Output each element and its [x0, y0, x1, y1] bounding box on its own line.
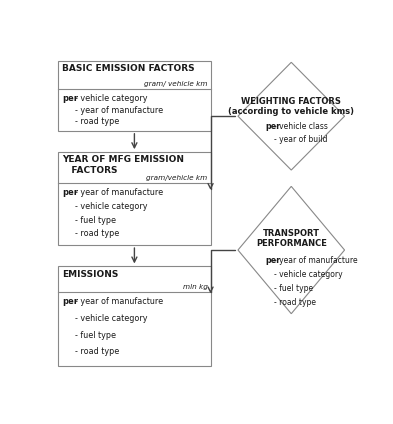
Text: - year of manufacture: - year of manufacture: [75, 298, 163, 307]
Text: - year of manufacture: - year of manufacture: [75, 188, 163, 197]
Text: - road type: - road type: [75, 117, 119, 126]
Text: - vehicle category: - vehicle category: [274, 270, 343, 279]
Text: - fuel type: - fuel type: [274, 284, 313, 293]
Text: TRANSPORT
PERFORMANCE: TRANSPORT PERFORMANCE: [256, 229, 327, 248]
Text: - road type: - road type: [274, 298, 316, 307]
Text: - road type: - road type: [75, 347, 119, 356]
Text: per: per: [62, 298, 78, 307]
Text: BASIC EMISSION FACTORS: BASIC EMISSION FACTORS: [62, 64, 195, 73]
Bar: [58, 152, 211, 245]
Polygon shape: [238, 62, 345, 170]
Text: gram/ vehicle km: gram/ vehicle km: [144, 81, 208, 87]
Bar: [58, 61, 211, 131]
Text: WEIGHTING FACTORS
(according to vehicle kms): WEIGHTING FACTORS (according to vehicle …: [228, 97, 354, 116]
Text: - fuel type: - fuel type: [75, 215, 116, 225]
Polygon shape: [238, 187, 345, 314]
Text: - year of manufacture: - year of manufacture: [75, 106, 163, 114]
Text: per: per: [266, 257, 281, 265]
Text: gram/vehicle km: gram/vehicle km: [146, 175, 208, 181]
Bar: [58, 266, 211, 366]
Text: YEAR OF MFG EMISSION
   FACTORS: YEAR OF MFG EMISSION FACTORS: [62, 155, 184, 175]
Text: mln kg: mln kg: [183, 284, 208, 290]
Text: - road type: - road type: [75, 229, 119, 238]
Text: per: per: [266, 122, 281, 131]
Text: - year of build: - year of build: [274, 135, 328, 144]
Text: - vehicle class: - vehicle class: [274, 122, 328, 131]
Text: - vehicle category: - vehicle category: [75, 314, 147, 323]
Text: - vehicle category: - vehicle category: [75, 202, 147, 211]
Text: per: per: [62, 94, 78, 103]
Text: - year of manufacture: - year of manufacture: [274, 257, 358, 265]
Text: EMISSIONS: EMISSIONS: [62, 270, 119, 279]
Text: - fuel type: - fuel type: [75, 331, 116, 340]
Text: - vehicle category: - vehicle category: [75, 94, 147, 103]
Text: per: per: [62, 188, 78, 197]
